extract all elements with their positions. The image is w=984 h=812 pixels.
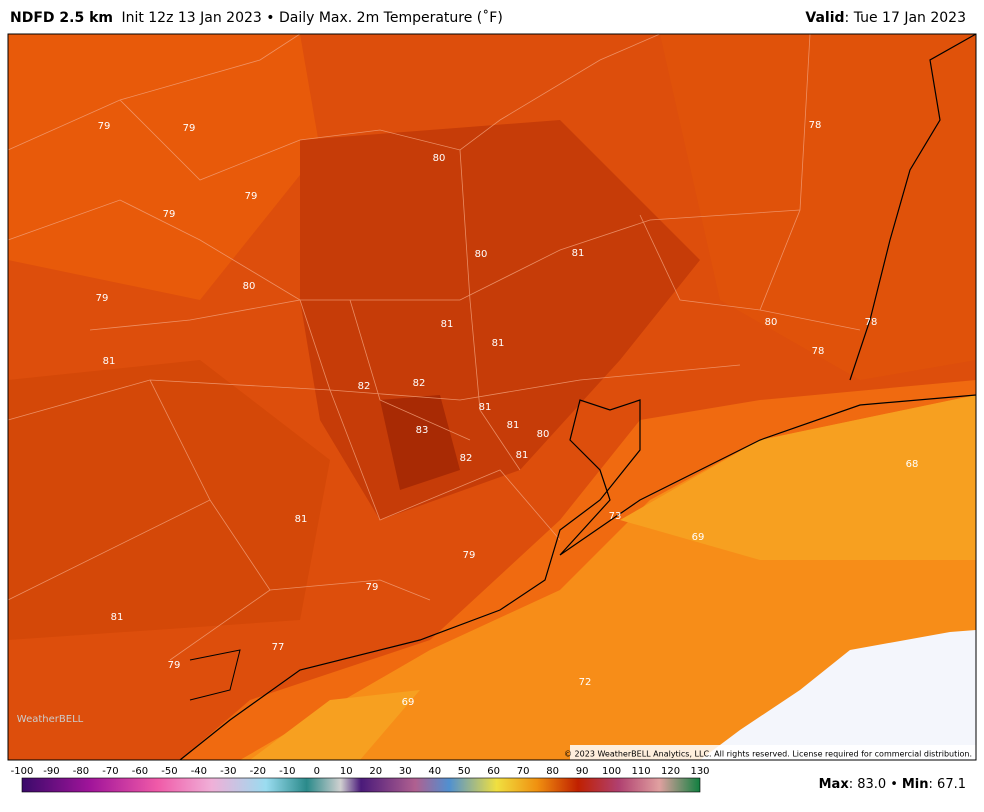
valid: Valid: Tue 17 Jan 2023 [805, 10, 966, 26]
colorbar-tick-label: 100 [602, 766, 621, 777]
temperature-label: 81 [507, 420, 520, 431]
header: NDFD 2.5 km Init 12z 13 Jan 2023 • Daily… [10, 9, 503, 26]
temperature-label: 81 [479, 402, 492, 413]
colorbar-tick-label: 40 [428, 766, 441, 777]
logo: WeatherBELL [17, 714, 84, 725]
colorbar-tick-label: -70 [102, 766, 118, 777]
colorbar-tick-label: -30 [220, 766, 236, 777]
temperature-label: 80 [765, 317, 778, 328]
colorbar-tick-label: 10 [340, 766, 353, 777]
temperature-label: 68 [906, 459, 919, 470]
temperature-label: 79 [245, 191, 258, 202]
temperature-label: 79 [163, 209, 176, 220]
footer: Max: 83.0 • Min: 67.1 [819, 777, 966, 792]
colorbar-tick-label: -90 [43, 766, 59, 777]
temperature-label: 81 [295, 514, 308, 525]
temperature-label: 79 [463, 550, 476, 561]
temperature-label: 79 [96, 293, 109, 304]
temperature-label: 81 [572, 248, 585, 259]
temperature-label: 79 [98, 121, 111, 132]
temperature-label: 80 [433, 153, 446, 164]
valid-label: Valid [805, 10, 844, 26]
temperature-label: 78 [865, 317, 878, 328]
colorbar-tick-label: -40 [191, 766, 207, 777]
colorbar-tick-label: 70 [517, 766, 530, 777]
colorbar-tick-label: -50 [161, 766, 177, 777]
colorbar-tick-label: 50 [458, 766, 471, 777]
min-value: : 67.1 [929, 777, 966, 792]
colorbar-tick-label: 80 [546, 766, 559, 777]
temperature-label: 69 [692, 532, 705, 543]
colorbar [21, 777, 701, 793]
temperature-label: 81 [441, 319, 454, 330]
temperature-label: 79 [183, 123, 196, 134]
temperature-label: 81 [111, 612, 124, 623]
temperature-label: 80 [243, 281, 256, 292]
temperature-label: 80 [475, 249, 488, 260]
colorbar-tick-label: -80 [73, 766, 89, 777]
colorbar-tick-label: 60 [487, 766, 500, 777]
temperature-label: 83 [416, 425, 429, 436]
colorbar-tick-label: 110 [631, 766, 650, 777]
colorbar-tick-label: -60 [132, 766, 148, 777]
temperature-label: 79 [168, 660, 181, 671]
title: Init 12z 13 Jan 2023 • Daily Max. 2m Tem… [121, 9, 502, 26]
map: 79 79 79 79 80 80 81 78 79 80 81 81 81 82 82 81 81 80 83 82… [7, 33, 977, 761]
colorbar-ticks: -100 -90 -80 -70 -60 -50 -40 -30 -20 -10 0 10 20 30 40… [11, 766, 710, 777]
colorbar-tick-label: 30 [399, 766, 412, 777]
temperature-label: 82 [460, 453, 473, 464]
temperature-label: 81 [103, 356, 116, 367]
temperature-label: 81 [492, 338, 505, 349]
temperature-label: 78 [809, 120, 822, 131]
colorbar-tick-label: 120 [661, 766, 680, 777]
temperature-label: 82 [358, 381, 371, 392]
colorbar-tick-label: -100 [11, 766, 34, 777]
colorbar-tick-label: -10 [279, 766, 295, 777]
colorbar-tick-label: 130 [690, 766, 709, 777]
temperature-label: 69 [402, 697, 415, 708]
max-label: Max [819, 777, 850, 792]
max-value: : 83.0 [849, 777, 886, 792]
model: NDFD 2.5 km [10, 10, 113, 26]
colorbar-tick-label: -20 [250, 766, 266, 777]
temperature-label: 78 [812, 346, 825, 357]
map-labels: 79 79 79 79 80 80 81 78 79 80 81 81 81 82 82 81 81 80 83 82… [96, 120, 919, 708]
min-label: Min [902, 777, 929, 792]
separator: • [890, 777, 898, 792]
map-frame [7, 33, 977, 761]
valid-value: : Tue 17 Jan 2023 [845, 10, 966, 26]
temperature-label: 81 [516, 450, 529, 461]
colorbar-tick-label: 0 [314, 766, 320, 777]
temperature-label: 72 [579, 677, 592, 688]
temperature-label: 79 [366, 582, 379, 593]
copyright: © 2023 WeatherBELL Analytics, LLC. All r… [564, 750, 972, 759]
temperature-label: 77 [272, 642, 285, 653]
temperature-label: 82 [413, 378, 426, 389]
temperature-label: 73 [609, 511, 622, 522]
colorbar-tick-label: 90 [576, 766, 589, 777]
temperature-label: 80 [537, 429, 550, 440]
colorbar-tick-label: 20 [369, 766, 382, 777]
